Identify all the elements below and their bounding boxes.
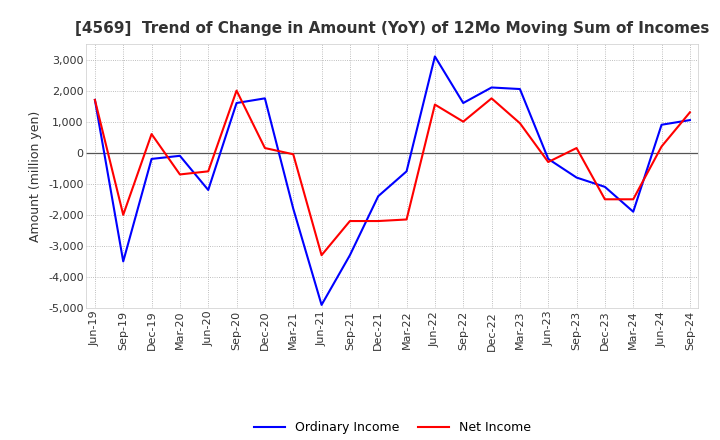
Ordinary Income	[261, 96, 269, 101]
Ordinary Income	[657, 122, 666, 128]
Net Income	[148, 132, 156, 137]
Ordinary Income	[544, 156, 552, 161]
Title: [4569]  Trend of Change in Amount (YoY) of 12Mo Moving Sum of Incomes: [4569] Trend of Change in Amount (YoY) o…	[75, 21, 710, 36]
Legend: Ordinary Income, Net Income: Ordinary Income, Net Income	[248, 416, 536, 439]
Net Income	[176, 172, 184, 177]
Net Income	[318, 253, 326, 258]
Net Income	[346, 218, 354, 224]
Ordinary Income	[459, 100, 467, 106]
Net Income	[374, 218, 382, 224]
Ordinary Income	[204, 187, 212, 193]
Ordinary Income	[374, 194, 382, 199]
Net Income	[685, 110, 694, 115]
Net Income	[657, 144, 666, 149]
Net Income	[544, 159, 552, 165]
Net Income	[289, 152, 297, 157]
Net Income	[431, 102, 439, 107]
Ordinary Income	[487, 85, 496, 90]
Ordinary Income	[516, 86, 524, 92]
Ordinary Income	[685, 117, 694, 123]
Line: Ordinary Income: Ordinary Income	[95, 56, 690, 305]
Net Income	[459, 119, 467, 124]
Y-axis label: Amount (million yen): Amount (million yen)	[30, 110, 42, 242]
Ordinary Income	[91, 97, 99, 103]
Net Income	[91, 97, 99, 103]
Net Income	[204, 169, 212, 174]
Ordinary Income	[402, 169, 411, 174]
Ordinary Income	[431, 54, 439, 59]
Net Income	[600, 197, 609, 202]
Ordinary Income	[119, 259, 127, 264]
Line: Net Income: Net Income	[95, 91, 690, 255]
Ordinary Income	[148, 156, 156, 161]
Ordinary Income	[572, 175, 581, 180]
Ordinary Income	[629, 209, 637, 214]
Net Income	[119, 212, 127, 217]
Net Income	[487, 96, 496, 101]
Ordinary Income	[233, 100, 241, 106]
Ordinary Income	[600, 184, 609, 190]
Net Income	[402, 217, 411, 222]
Net Income	[261, 145, 269, 150]
Net Income	[572, 145, 581, 150]
Net Income	[233, 88, 241, 93]
Ordinary Income	[318, 302, 326, 308]
Ordinary Income	[346, 253, 354, 258]
Net Income	[629, 197, 637, 202]
Ordinary Income	[176, 153, 184, 158]
Ordinary Income	[289, 206, 297, 211]
Net Income	[516, 121, 524, 126]
